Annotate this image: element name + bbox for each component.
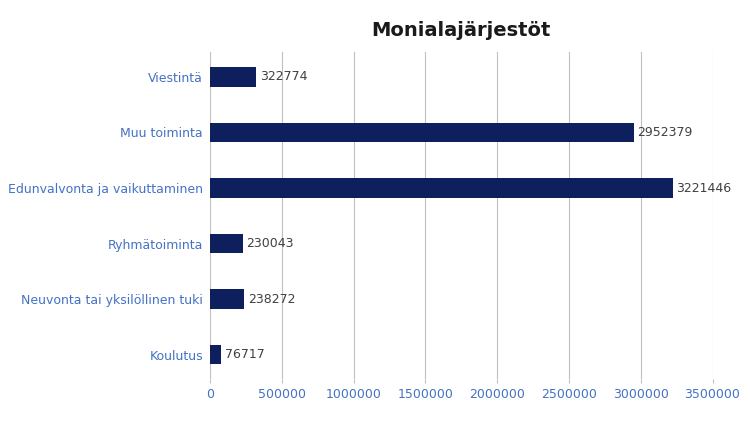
- Bar: [210, 67, 256, 87]
- Text: 230043: 230043: [247, 237, 294, 250]
- Text: 322774: 322774: [260, 70, 308, 83]
- Bar: [210, 345, 221, 364]
- Bar: [210, 234, 243, 253]
- Bar: [210, 290, 244, 309]
- Text: 3221446: 3221446: [676, 181, 731, 194]
- Bar: [210, 123, 634, 142]
- Text: 76717: 76717: [224, 348, 264, 361]
- Text: 2952379: 2952379: [638, 126, 693, 139]
- Text: 238272: 238272: [248, 293, 296, 306]
- Title: Monialajärjestöt: Monialajärjestöt: [371, 20, 551, 40]
- Bar: [210, 178, 673, 198]
